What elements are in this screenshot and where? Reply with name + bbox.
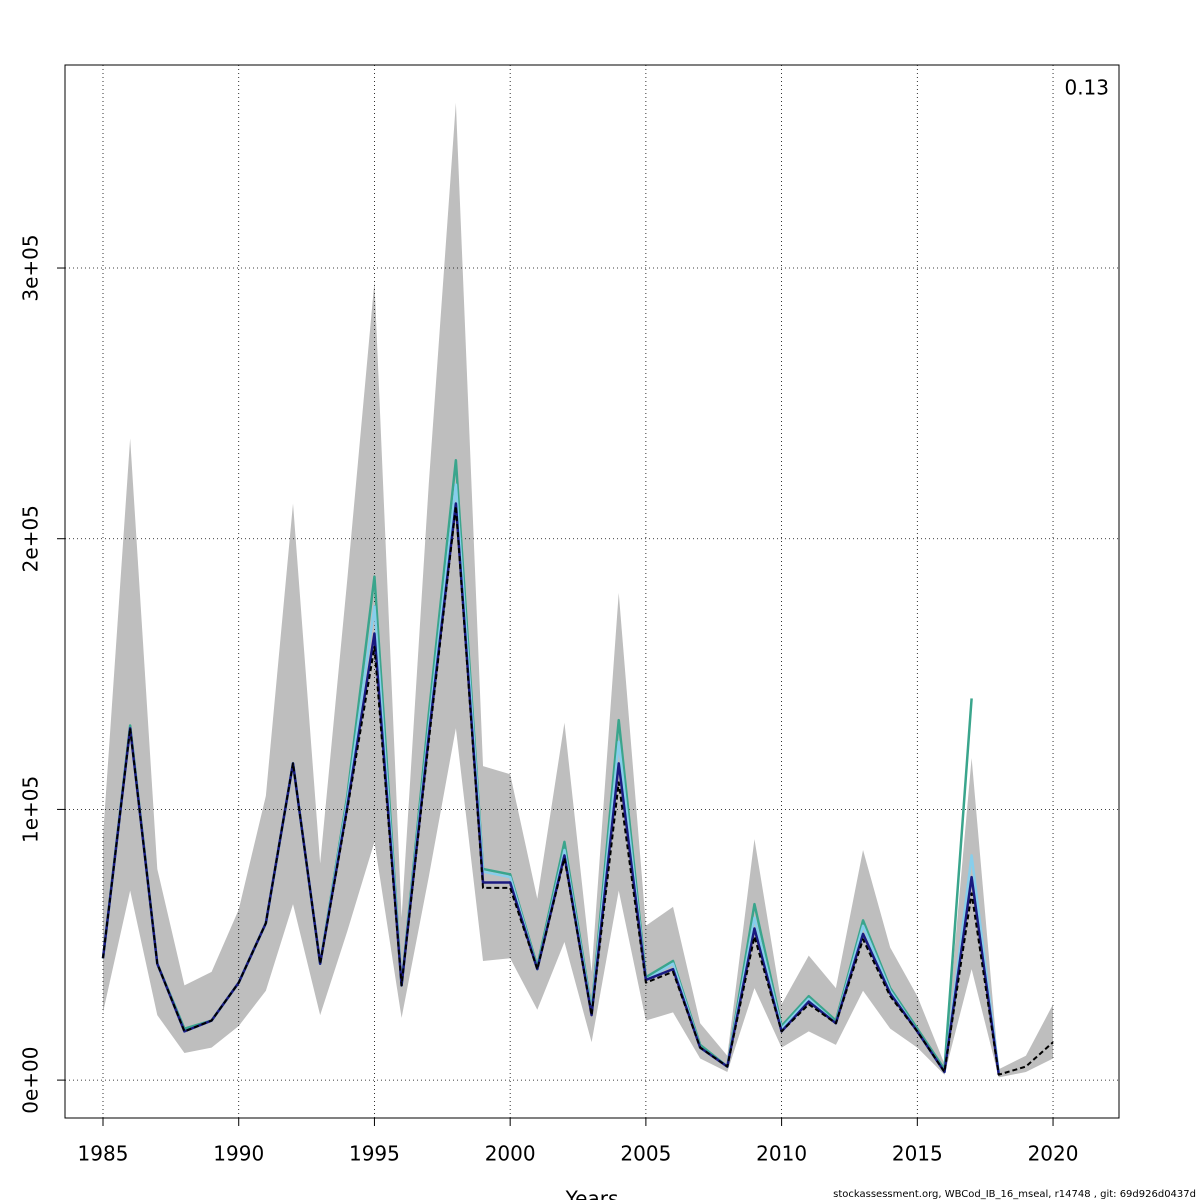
y-tick-label: 3e+05 (19, 234, 43, 301)
x-tick-label: 1990 (213, 1142, 264, 1166)
annotation: 0.13 (1064, 76, 1109, 100)
footer: stockassessment.org, WBCod_IB_16_mseal, … (833, 1189, 1196, 1200)
x-tick-label: 2015 (892, 1142, 943, 1166)
x-tick-label: 2020 (1028, 1142, 1079, 1166)
x-tick-label: 1995 (349, 1142, 400, 1166)
y-tick-label: 2e+05 (19, 505, 43, 572)
x-tick-label: 1985 (78, 1142, 129, 1166)
plot-layer (65, 65, 1119, 1118)
plot-frame (64, 64, 1120, 1119)
series-line (102, 505, 1054, 1076)
y-tick-label: 1e+05 (19, 776, 43, 843)
x-axis-label: Years (565, 1187, 619, 1200)
x-tick-label: 2005 (620, 1142, 671, 1166)
x-tick-label: 2000 (485, 1142, 536, 1166)
x-tick-label: 2010 (756, 1142, 807, 1166)
y-tick-label: 0e+00 (19, 1046, 43, 1113)
